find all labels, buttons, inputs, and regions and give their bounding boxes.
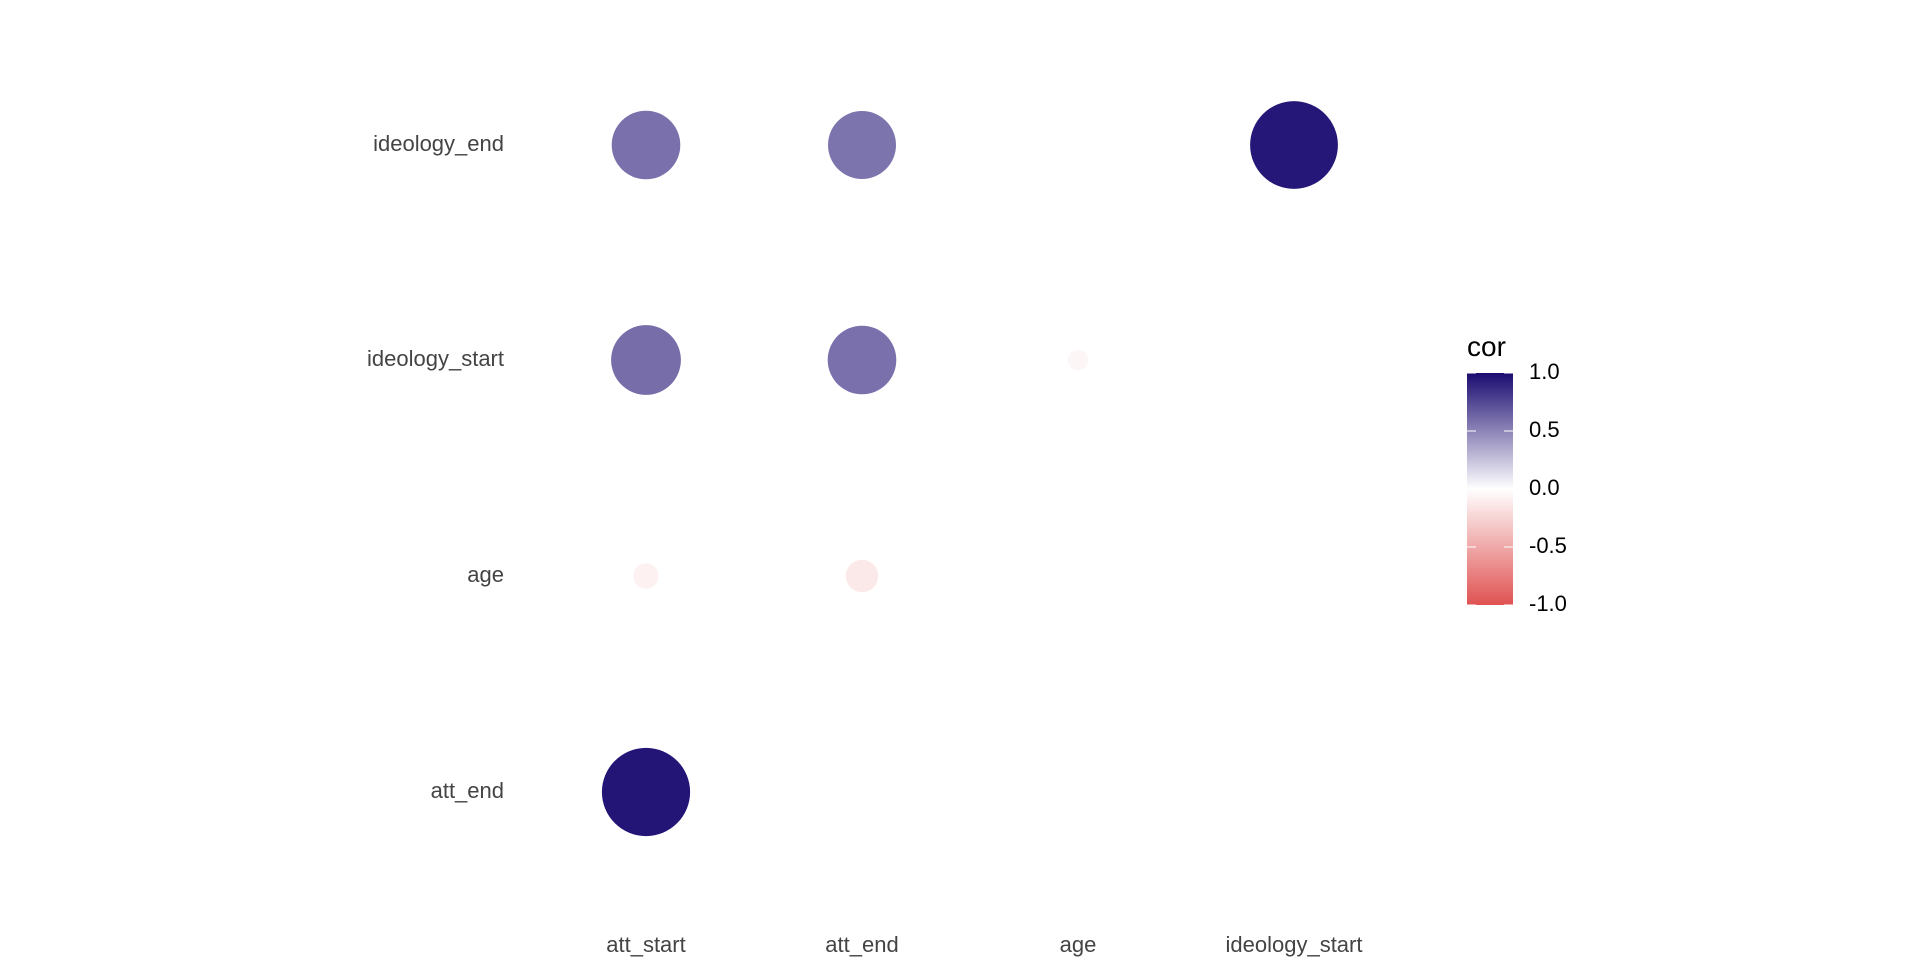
legend-tick-label: -1.0 — [1529, 591, 1567, 616]
plot-area — [601, 101, 1338, 837]
legend-tick-label: 0.0 — [1529, 475, 1560, 500]
x-tick-label: ideology_start — [1226, 932, 1363, 957]
correlation-point — [1250, 101, 1338, 189]
correlation-point — [828, 111, 896, 179]
x-axis: att_start att_end age ideology_start — [606, 932, 1362, 957]
legend-tick-label: 0.5 — [1529, 417, 1560, 442]
correlation-point — [633, 563, 659, 589]
y-tick-label: att_end — [431, 778, 504, 803]
legend-ticks: 1.0 0.5 0.0 -0.5 -1.0 — [1467, 359, 1567, 616]
y-tick-label: ideology_start — [367, 346, 504, 371]
x-tick-label: age — [1060, 932, 1097, 957]
legend-tick-label: -0.5 — [1529, 533, 1567, 558]
legend: cor 1.0 0.5 0.0 -0.5 -1.0 — [1467, 331, 1567, 616]
correlation-point — [611, 325, 681, 395]
correlation-point — [601, 747, 691, 837]
correlation-point — [827, 325, 897, 395]
y-tick-label: ideology_end — [373, 131, 504, 156]
correlation-point — [845, 559, 879, 593]
correlation-point — [611, 110, 681, 180]
correlation-point — [1067, 349, 1089, 371]
y-axis: att_end age ideology_start ideology_end — [367, 131, 504, 803]
y-tick-label: age — [467, 562, 504, 587]
legend-tick-label: 1.0 — [1529, 359, 1560, 384]
x-tick-label: att_end — [825, 932, 898, 957]
legend-title: cor — [1467, 331, 1506, 362]
x-tick-label: att_start — [606, 932, 685, 957]
